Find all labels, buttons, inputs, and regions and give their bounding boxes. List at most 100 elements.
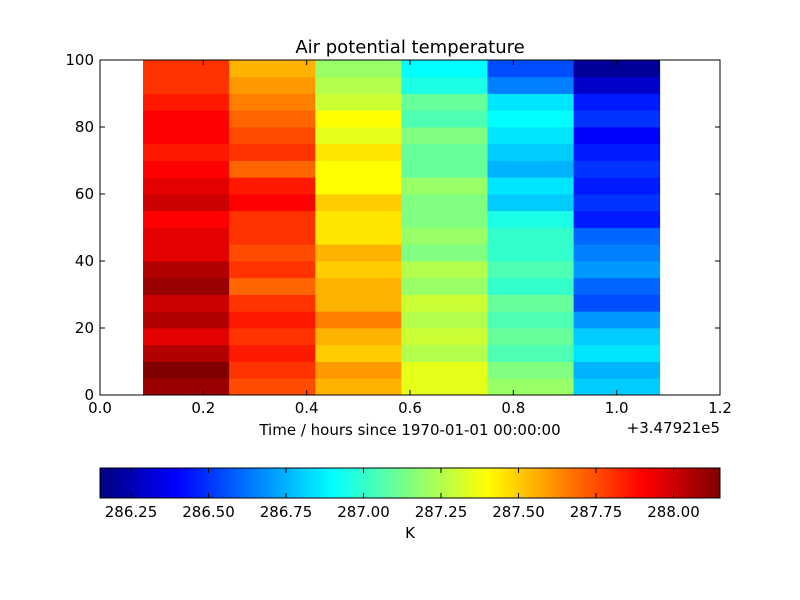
- heatmap-cell: [573, 93, 661, 111]
- heatmap-cell: [315, 110, 402, 128]
- y-tick-label: 0: [84, 386, 94, 404]
- x-tick-label: 0.6: [398, 399, 422, 417]
- heatmap-cell: [229, 378, 316, 396]
- colorbar-tick-label: 287.25: [415, 503, 468, 521]
- heatmap-cell: [401, 277, 488, 295]
- heatmap-cell: [229, 210, 316, 228]
- heatmap-cell: [573, 311, 661, 329]
- heatmap-cell: [487, 294, 575, 312]
- heatmap-cell: [487, 160, 575, 178]
- heatmap-cell: [229, 60, 316, 78]
- heatmap-cell: [487, 194, 575, 212]
- y-tick-label: 100: [65, 51, 94, 69]
- heatmap-cell: [315, 378, 402, 396]
- heatmap-cell: [143, 328, 230, 346]
- heatmap-cell: [573, 76, 661, 94]
- x-axis-ticks: 0.0 0.2 0.4 0.6 0.8 1.0 1.2: [88, 60, 732, 417]
- heatmap-cell: [315, 344, 402, 362]
- heatmap-cell: [487, 177, 575, 195]
- x-tick-label: 0.4: [295, 399, 319, 417]
- heatmap-cell: [401, 93, 488, 111]
- heatmap-cell: [573, 361, 661, 379]
- heatmap-cell: [315, 361, 402, 379]
- heatmap-cell: [143, 60, 230, 78]
- heatmap-cell: [573, 160, 661, 178]
- x-axis-offset-label: +3.47921e5: [627, 419, 720, 437]
- heatmap-cell: [487, 328, 575, 346]
- heatmap-cell: [229, 93, 316, 111]
- heatmap-cell: [573, 127, 661, 145]
- heatmap-cell: [573, 277, 661, 295]
- heatmap-cell: [229, 177, 316, 195]
- heatmap-cell: [229, 143, 316, 161]
- heatmap-cell: [143, 244, 230, 262]
- heatmap-cell: [229, 76, 316, 94]
- heatmap-cell: [315, 244, 402, 262]
- heatmap-cell: [401, 110, 488, 128]
- heatmap-cell: [487, 210, 575, 228]
- colorbar-tick-label: 287.50: [492, 503, 545, 521]
- heatmap-cell: [401, 177, 488, 195]
- heatmap-cell: [401, 261, 488, 279]
- heatmap-cell: [143, 361, 230, 379]
- heatmap-cell: [315, 160, 402, 178]
- heatmap-cell: [229, 194, 316, 212]
- heatmap-cell: [573, 261, 661, 279]
- heatmap-cell: [401, 143, 488, 161]
- heatmap-cell: [229, 344, 316, 362]
- heatmap-cell: [315, 143, 402, 161]
- heatmap-cell: [401, 328, 488, 346]
- heatmap-cell: [229, 227, 316, 245]
- colorbar-tick-label: 287.75: [570, 503, 623, 521]
- x-tick-label: 0.2: [191, 399, 215, 417]
- heatmap-cell: [401, 210, 488, 228]
- heatmap-cell: [315, 227, 402, 245]
- heatmap-cell: [487, 378, 575, 396]
- heatmap-cell: [487, 261, 575, 279]
- x-tick-label: 1.2: [708, 399, 732, 417]
- heatmap-cell: [315, 294, 402, 312]
- heatmap-cell: [315, 328, 402, 346]
- heatmap-cell: [487, 311, 575, 329]
- heatmap-cell: [229, 160, 316, 178]
- heatmap-cell: [401, 344, 488, 362]
- heatmap-cell: [229, 311, 316, 329]
- heatmap-cell: [487, 344, 575, 362]
- heatmap-cell: [315, 60, 402, 78]
- heatmap-cell: [401, 194, 488, 212]
- heatmap-cell: [573, 328, 661, 346]
- colorbar-tick-label: 286.25: [105, 503, 158, 521]
- heatmap-cell: [487, 227, 575, 245]
- colorbar-tick-label: 286.75: [260, 503, 313, 521]
- heatmap-cell: [487, 143, 575, 161]
- heatmap-cell: [573, 110, 661, 128]
- y-tick-label: 40: [75, 252, 94, 270]
- x-axis-label: Time / hours since 1970-01-01 00:00:00: [258, 421, 560, 439]
- heatmap-cell: [143, 76, 230, 94]
- heatmap-cell: [229, 361, 316, 379]
- heatmap-cell: [315, 177, 402, 195]
- heatmap-cell: [573, 294, 661, 312]
- heatmap-cell: [143, 311, 230, 329]
- heatmap-cell: [143, 127, 230, 145]
- heatmap-cell: [143, 93, 230, 111]
- colorbar-label: K: [405, 524, 416, 542]
- heatmap-cell: [315, 127, 402, 145]
- heatmap-cell: [401, 311, 488, 329]
- heatmap-cell: [401, 361, 488, 379]
- heatmap-cell: [401, 76, 488, 94]
- heatmap-cell: [143, 277, 230, 295]
- heatmap-cell: [573, 194, 661, 212]
- heatmap-cell: [229, 328, 316, 346]
- heatmap-cell: [143, 143, 230, 161]
- heatmap-cell: [401, 378, 488, 396]
- heatmap-cell: [143, 378, 230, 396]
- x-tick-label: 0.0: [88, 399, 112, 417]
- heatmap-cell: [573, 344, 661, 362]
- heatmap-cell: [487, 93, 575, 111]
- heatmap-cell: [573, 227, 661, 245]
- heatmap-cell: [573, 60, 661, 78]
- y-tick-label: 20: [75, 319, 94, 337]
- heatmap-cell: [401, 227, 488, 245]
- y-tick-label: 60: [75, 185, 94, 203]
